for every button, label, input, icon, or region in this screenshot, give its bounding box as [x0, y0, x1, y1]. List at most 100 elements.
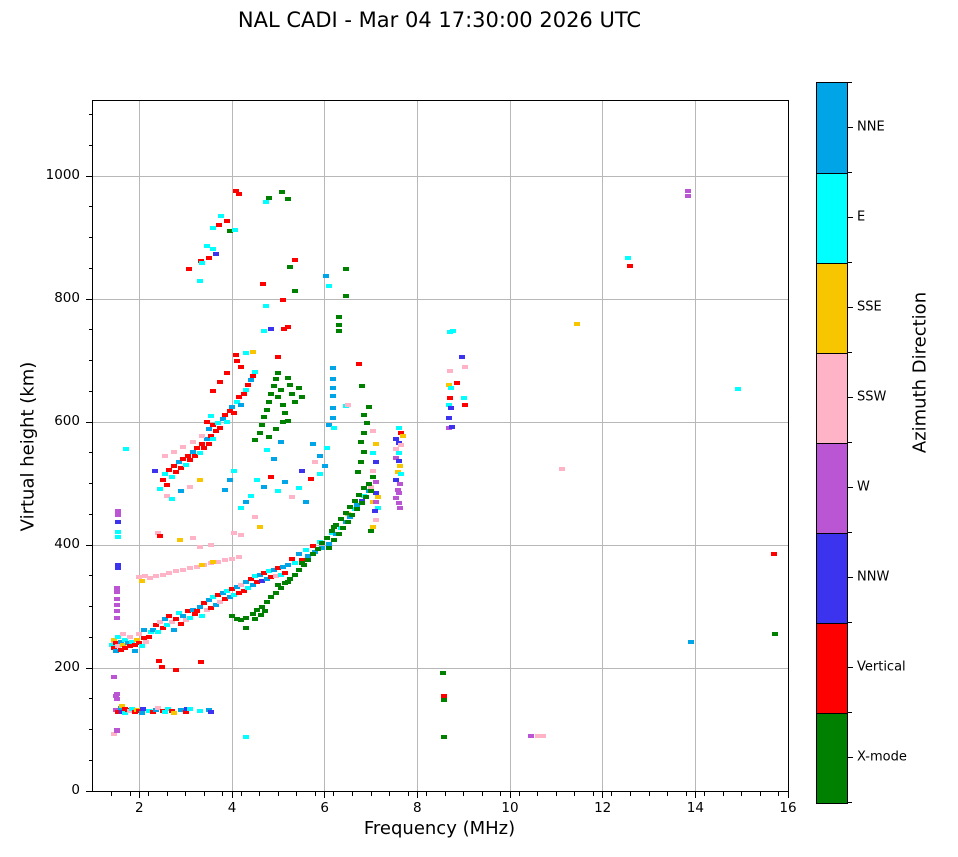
data-point — [175, 610, 182, 615]
data-point — [190, 536, 197, 541]
data-point — [213, 252, 220, 257]
data-point — [123, 447, 130, 452]
data-point — [540, 734, 547, 739]
data-point — [187, 707, 194, 712]
data-point — [198, 258, 205, 263]
data-point — [145, 709, 152, 714]
data-point — [354, 503, 361, 508]
data-point — [268, 392, 275, 397]
x-minor-tick — [389, 792, 391, 796]
data-point — [242, 388, 249, 393]
data-point — [249, 373, 256, 378]
data-point — [161, 710, 168, 715]
x-minor-tick — [444, 792, 446, 796]
data-point — [361, 486, 368, 491]
x-minor-tick — [426, 792, 428, 796]
data-point — [171, 464, 178, 469]
data-point — [252, 515, 259, 520]
data-point — [145, 635, 152, 640]
data-point — [156, 659, 163, 664]
data-point — [393, 478, 400, 483]
data-point — [238, 364, 245, 369]
data-point — [319, 546, 326, 551]
data-point — [310, 441, 317, 446]
data-point — [291, 572, 298, 577]
data-point — [115, 508, 122, 513]
data-point — [355, 470, 362, 475]
data-point — [772, 632, 779, 637]
data-point — [157, 487, 164, 492]
data-point — [235, 555, 242, 560]
data-point — [114, 586, 121, 591]
x-axis-label: Frequency (MHz) — [363, 818, 516, 839]
data-point — [210, 595, 217, 600]
data-point — [358, 501, 365, 506]
y-tick-label: 400 — [54, 536, 80, 552]
colorbar-tick-label: E — [857, 209, 866, 225]
x-minor-tick — [592, 792, 594, 796]
data-point — [161, 616, 168, 621]
data-point — [261, 329, 268, 333]
data-point — [242, 579, 249, 584]
data-point — [208, 710, 215, 715]
data-point — [196, 604, 203, 609]
data-point — [559, 466, 566, 471]
data-point — [189, 607, 196, 612]
data-point — [150, 627, 157, 632]
data-point — [361, 412, 368, 417]
data-point — [296, 552, 303, 557]
data-point — [273, 590, 280, 595]
colorbar-tick — [848, 486, 853, 488]
x-minor-tick — [555, 792, 557, 796]
data-point — [279, 298, 286, 303]
data-point — [254, 478, 261, 483]
data-point — [140, 636, 147, 641]
data-point — [159, 626, 166, 631]
data-point — [115, 644, 122, 649]
y-minor-tick — [88, 759, 92, 761]
data-point — [226, 478, 233, 483]
data-point — [205, 441, 212, 446]
data-point — [396, 506, 403, 511]
data-point — [460, 396, 467, 401]
data-point — [222, 412, 229, 417]
data-point — [398, 443, 405, 448]
data-point — [209, 226, 216, 231]
data-point — [624, 256, 631, 261]
data-point — [194, 445, 201, 450]
data-point — [210, 389, 217, 394]
data-point — [180, 456, 187, 461]
y-tick — [86, 298, 92, 300]
data-point — [282, 410, 289, 415]
data-point — [262, 609, 269, 614]
data-point — [273, 427, 280, 432]
data-point — [326, 541, 333, 546]
data-point — [235, 395, 242, 400]
data-point — [177, 538, 184, 543]
data-point — [215, 560, 222, 565]
data-point — [242, 351, 249, 356]
data-point — [336, 322, 343, 327]
data-point — [199, 261, 206, 266]
data-point — [238, 506, 245, 511]
data-point — [114, 691, 121, 696]
data-point — [289, 495, 296, 500]
data-point — [210, 423, 217, 428]
data-point — [229, 587, 235, 592]
data-point — [114, 729, 121, 734]
data-point — [252, 369, 259, 374]
grid-line — [93, 667, 788, 669]
data-point — [337, 517, 344, 522]
colorbar-boundary — [817, 352, 847, 354]
data-point — [278, 190, 285, 195]
x-minor-tick — [648, 792, 650, 796]
x-minor-tick — [704, 792, 706, 796]
data-point — [114, 596, 121, 601]
y-tick — [86, 790, 92, 792]
data-point — [235, 590, 242, 595]
data-point — [178, 708, 185, 713]
data-point — [189, 449, 196, 454]
colorbar-tick — [848, 126, 853, 128]
data-point — [254, 579, 261, 584]
